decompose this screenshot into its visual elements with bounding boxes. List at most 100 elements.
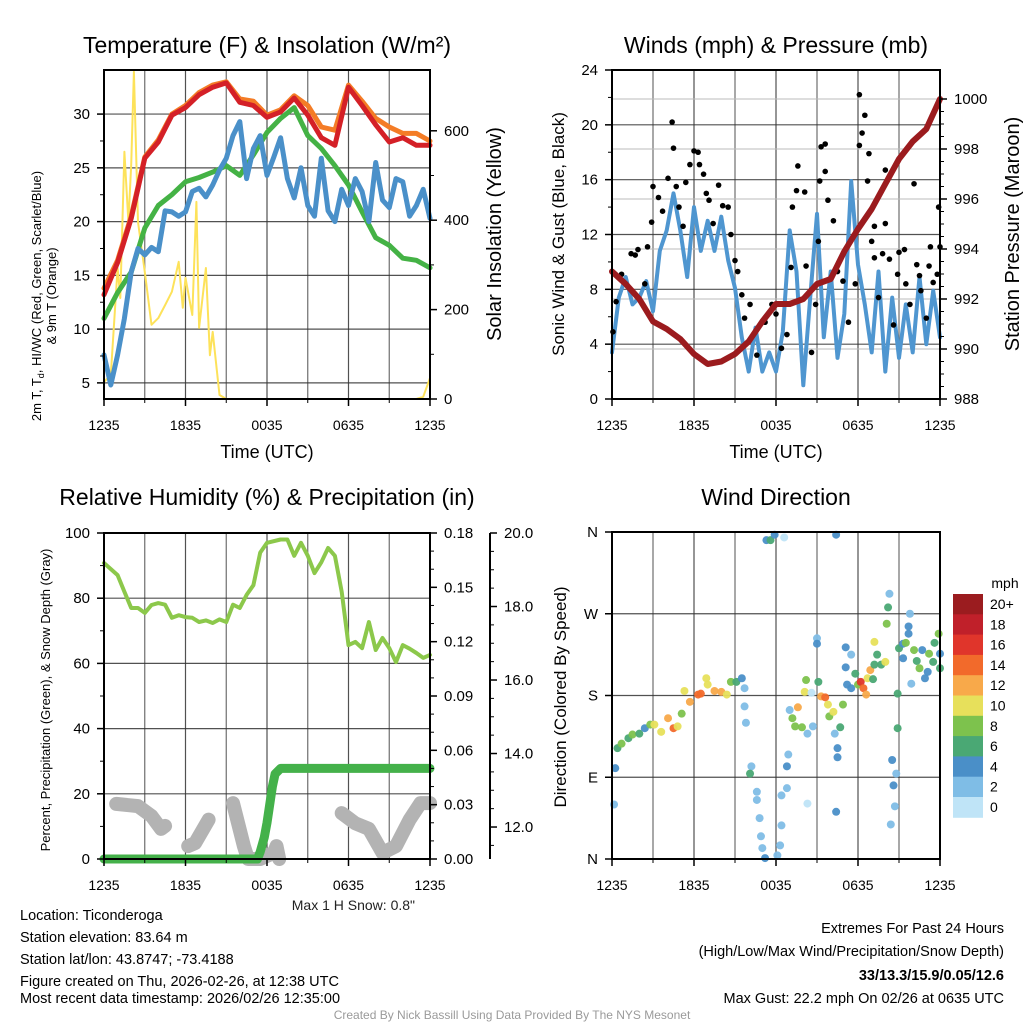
gust-point	[778, 345, 785, 352]
gust-point	[642, 281, 648, 287]
gust-point	[650, 183, 656, 190]
gust-point	[840, 278, 846, 284]
gust-point	[747, 301, 753, 308]
wind-direction-point	[741, 718, 750, 727]
gust-point	[927, 244, 934, 250]
gust-point	[695, 149, 701, 156]
gust-point	[930, 279, 936, 286]
footer-created: Figure created on Thu, 2026-02-26, at 12…	[20, 974, 339, 990]
snow-depth-line	[109, 796, 173, 836]
wind-direction-point	[907, 679, 916, 688]
gust-point	[715, 182, 722, 188]
wind-direction-point	[803, 799, 812, 808]
wind-direction-point	[904, 622, 913, 631]
gust-point	[728, 231, 734, 238]
winds-y2-tick-label: 992	[954, 291, 979, 308]
wind-direction-point	[830, 729, 839, 738]
gust-point	[911, 180, 917, 187]
wind-direction-point	[747, 762, 756, 771]
gust-point	[683, 179, 689, 186]
wind-direction-point	[870, 660, 879, 669]
snow-depth-line	[181, 812, 216, 854]
humidity-y2-tick-label: 0.12	[444, 634, 473, 651]
gust-point	[773, 311, 779, 317]
wind-direction-point	[780, 533, 789, 542]
wind-direction-point	[899, 654, 908, 663]
gust-point	[669, 119, 675, 125]
winds-y-tick-label: 4	[590, 336, 598, 353]
wind-direction-point	[833, 753, 842, 762]
winds-x-tick-label: 1835	[678, 417, 709, 433]
temperature-x-axis-label: Time (UTC)	[220, 442, 313, 462]
extremes-fields: (High/Low/Max Wind/Precipitation/Snow De…	[699, 944, 1004, 960]
legend-swatch	[953, 736, 983, 757]
wind-direction-point	[788, 714, 797, 723]
wind-direction-point	[797, 723, 806, 732]
gust-point	[918, 287, 924, 294]
wind-direction-point	[904, 629, 913, 638]
snow-depth-tick-label: 12.0	[504, 819, 533, 836]
gust-point	[680, 223, 686, 230]
legend-label: 16	[990, 637, 1006, 653]
humidity-y-tick-label: 60	[73, 655, 90, 672]
wind_direction-x-tick-label: 1835	[678, 877, 709, 893]
wind-direction-point	[752, 795, 761, 804]
wind-direction-point	[912, 656, 921, 665]
gust-point	[868, 238, 875, 245]
wind-direction-point	[756, 832, 765, 841]
extremes-values: 33/13.3/15.9/0.05/12.6	[859, 968, 1004, 984]
wind-direction-point	[791, 722, 800, 731]
temperature-x-tick-label: 1235	[414, 417, 445, 433]
wind-direction-point	[851, 669, 860, 678]
wind-direction-point	[882, 619, 891, 628]
wind-direction-point	[870, 637, 879, 646]
temperature-x-tick-label: 0035	[251, 417, 282, 433]
winds-y2-tick-label: 994	[954, 241, 979, 258]
gust-point	[801, 189, 808, 195]
wind-direction-point	[859, 684, 868, 693]
wind-direction-point	[793, 703, 802, 712]
wind-direction-point	[841, 663, 850, 672]
gust-point	[725, 204, 731, 210]
winds-y-tick-label: 24	[581, 62, 598, 79]
humidity-x-tick-label: 0635	[333, 877, 364, 893]
legend-label: 12	[990, 677, 1006, 693]
gust-point	[916, 272, 923, 279]
wind_direction-y-tick-label: S	[588, 688, 598, 705]
gust-point	[635, 246, 641, 253]
wind-direction-point	[785, 706, 794, 715]
gust-point	[856, 142, 863, 149]
wind-direction-point	[915, 664, 924, 673]
gust-point	[644, 244, 651, 250]
wind-direction-point	[836, 723, 845, 732]
wind-direction-point	[702, 674, 711, 683]
gust-point	[732, 257, 738, 264]
wind_direction-x-tick-label: 0635	[842, 877, 873, 893]
winds-x-tick-label: 1235	[596, 417, 627, 433]
humidity-x-tick-label: 0035	[251, 877, 282, 893]
max-gust: Max Gust: 22.2 mph On 02/26 at 0635 UTC	[724, 991, 1004, 1007]
wind-direction-point	[650, 720, 659, 729]
wind-direction-point	[685, 697, 694, 706]
ylabel-part: , HI/WC (Red, Green, Scarlet/Blue)	[29, 171, 44, 373]
wind-direction-point	[726, 677, 735, 686]
wind-direction-point	[833, 744, 842, 753]
gust-point	[894, 271, 901, 278]
wind-direction-point	[800, 687, 809, 696]
legend-swatch	[953, 634, 983, 656]
hi-wc-line	[101, 119, 433, 388]
gust-point	[879, 250, 886, 257]
2m-t-line	[101, 80, 433, 298]
humidity-y-tick-label: 0	[82, 851, 90, 868]
gust-point	[822, 141, 828, 147]
wind-direction-point	[703, 680, 712, 689]
legend-label: 8	[990, 718, 998, 734]
wind-direction-point	[925, 649, 934, 658]
wind-direction-point	[838, 700, 847, 709]
winds-chart-title: Winds (mph) & Pressure (mb)	[624, 32, 928, 58]
winds-y2-tick-label: 998	[954, 141, 979, 158]
footer-elevation: Station elevation: 83.64 m	[20, 930, 188, 946]
wind-direction-point	[910, 646, 919, 655]
temperature-x-tick-label: 0635	[333, 417, 364, 433]
wind-direction-point	[773, 851, 782, 860]
